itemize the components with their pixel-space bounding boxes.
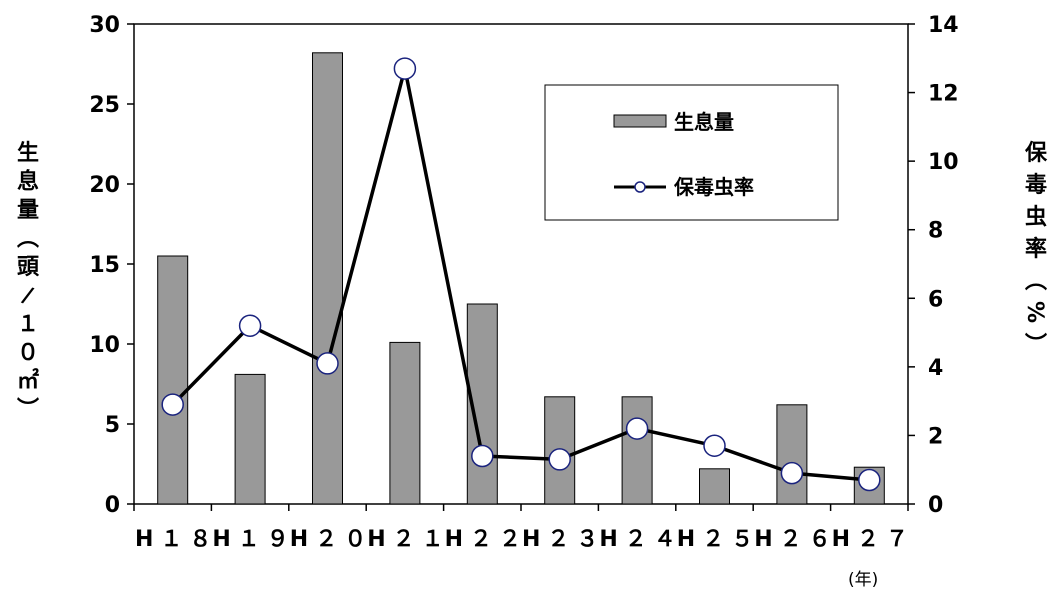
legend-box <box>544 84 839 221</box>
legend-label-line: 保毒虫率 <box>673 175 754 199</box>
line-point <box>316 352 339 375</box>
line-series <box>161 57 881 492</box>
left-axis-ticks: 0 5 10 15 20 25 30 <box>89 13 909 518</box>
bar <box>234 373 266 505</box>
left-axis-label-char: ０ <box>17 341 39 366</box>
line-point <box>625 417 649 440</box>
right-tick-label: 0 <box>928 493 943 518</box>
right-tick-label: 6 <box>928 287 943 312</box>
line-point <box>548 448 571 471</box>
legend-marker-icon <box>634 181 646 193</box>
category-label: H２３ <box>522 527 605 552</box>
left-axis-label-char: １ <box>17 312 39 337</box>
line-point <box>780 461 804 485</box>
left-tick-label: 25 <box>89 93 120 118</box>
category-label: H２７ <box>832 527 915 552</box>
right-tick-label: 4 <box>928 356 943 381</box>
left-axis-label-char: ︶ <box>17 397 39 423</box>
left-axis-label-char: / <box>19 283 36 310</box>
right-axis-label: 保毒虫率 ︵% ︶ <box>1022 141 1048 358</box>
right-tick-label: 2 <box>928 424 943 449</box>
line-point <box>858 468 881 492</box>
right-axis-label-char: 率 <box>1025 236 1047 262</box>
left-tick-label: 10 <box>89 333 120 358</box>
category-label: H２４ <box>599 527 682 552</box>
bar <box>157 255 189 505</box>
category-label: H２０ <box>290 527 373 552</box>
line-point <box>703 434 726 457</box>
x-axis-unit: (年) <box>848 570 878 589</box>
legend: 生息量 保毒虫率 <box>544 84 839 221</box>
left-axis-label: 生息量 ︵ 頭 /１ ０㎡ ︶ <box>17 141 40 423</box>
category-label: H２２ <box>445 527 528 552</box>
bar <box>389 341 421 505</box>
right-axis-label-char: 虫 <box>1025 204 1047 230</box>
left-tick-label: 15 <box>89 253 120 278</box>
right-axis-label-char: ︶ <box>1025 332 1047 358</box>
right-axis-ticks: 0 2 4 6 8 10 12 14 <box>908 13 959 518</box>
bar <box>312 52 343 505</box>
left-axis-label-char: 頭 <box>17 255 40 280</box>
bar <box>699 468 730 505</box>
category-label: H２１ <box>367 527 450 552</box>
left-axis-label-char: ︵ <box>17 227 39 252</box>
line-path <box>171 66 870 482</box>
bar-series <box>157 52 885 505</box>
left-axis-label-char: ㎡ <box>17 368 39 394</box>
right-axis-label-char: ︵ <box>1025 269 1047 294</box>
legend-label-bar: 生息量 <box>674 110 734 134</box>
category-label: H１８ <box>135 527 218 552</box>
left-axis-label-char: 生 <box>17 141 39 166</box>
bar <box>776 404 808 505</box>
left-tick-label: 20 <box>89 173 120 198</box>
line-point <box>238 314 262 337</box>
right-axis-label-char: 保 <box>1024 141 1048 166</box>
category-label: H１９ <box>212 527 295 552</box>
right-tick-label: 12 <box>928 82 959 107</box>
right-tick-label: 14 <box>928 13 959 38</box>
bar <box>621 396 653 505</box>
left-axis-label-char: 量 <box>17 198 39 223</box>
left-axis-label-char: 息 <box>17 169 39 195</box>
line-point <box>471 444 494 468</box>
category-label: H２６ <box>754 527 837 552</box>
line-point <box>161 393 184 416</box>
right-tick-label: 8 <box>928 219 943 244</box>
left-tick-label: 30 <box>89 13 120 38</box>
line-point <box>393 57 417 80</box>
legend-bar-swatch <box>613 114 667 128</box>
left-tick-label: 5 <box>105 413 120 438</box>
right-axis-label-char: % <box>1022 301 1047 323</box>
right-tick-label: 10 <box>928 150 959 175</box>
left-tick-label: 0 <box>105 493 120 518</box>
category-label: H２５ <box>677 527 760 552</box>
right-axis-label-char: 毒 <box>1025 172 1047 198</box>
